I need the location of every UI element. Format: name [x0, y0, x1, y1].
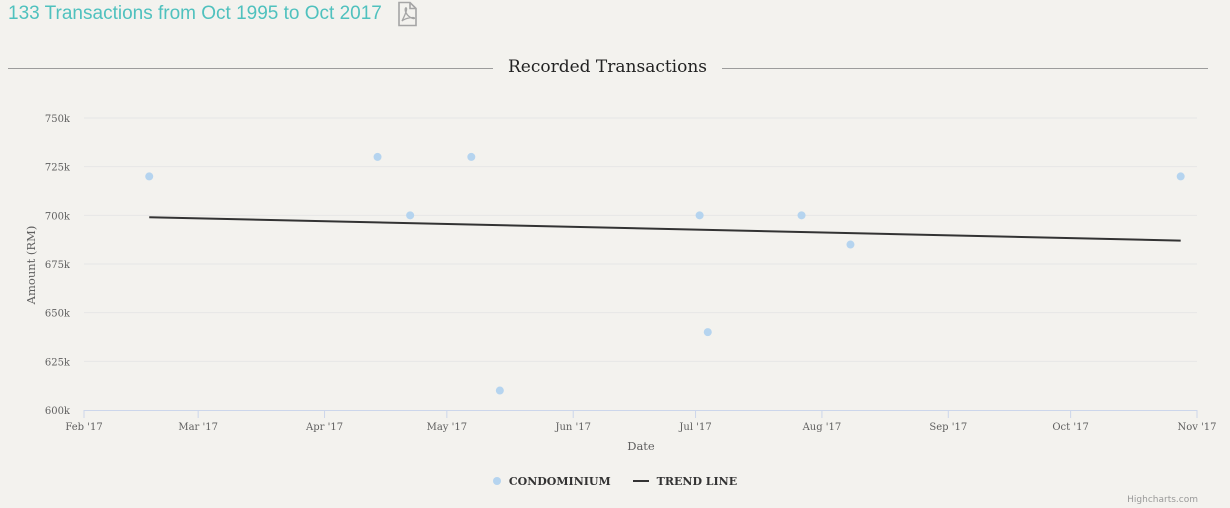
- heading-divider-right: [722, 68, 1208, 69]
- x-tick-label: Mar '17: [178, 422, 218, 433]
- x-tick-label: Feb '17: [65, 422, 102, 433]
- y-tick-label: 725k: [45, 163, 71, 174]
- heading-divider-left: [8, 68, 493, 69]
- x-tick-label: Apr '17: [305, 422, 343, 433]
- data-point: [695, 211, 704, 220]
- x-tick-label: Nov '17: [1177, 422, 1216, 433]
- x-tick-label: Jun '17: [554, 422, 591, 433]
- grid-lines: [84, 117, 1197, 362]
- data-point: [1176, 172, 1185, 181]
- legend-item-trend-line[interactable]: TREND LINE: [632, 474, 738, 488]
- header: 133 Transactions from Oct 1995 to Oct 20…: [8, 1, 420, 27]
- x-tick-label: Oct '17: [1052, 422, 1088, 433]
- trend-line: [149, 216, 1181, 242]
- pdf-file-icon[interactable]: [394, 1, 420, 27]
- scatter-chart: 600k 625k 650k 675k 700k 725k 750k Feb '17 Mar '…: [24, 114, 1217, 453]
- axes: [83, 410, 1198, 418]
- legend-label-condominium: CONDOMINIUM: [508, 474, 611, 488]
- x-axis-title: Date: [627, 439, 655, 453]
- y-tick-label: 700k: [45, 211, 71, 222]
- x-tick-label: Aug '17: [802, 422, 842, 433]
- data-point: [797, 211, 806, 220]
- legend: CONDOMINIUM TREND LINE: [0, 472, 1230, 490]
- y-tick-label: 625k: [45, 357, 71, 368]
- trend-series: [149, 216, 1181, 242]
- y-tick-label: 675k: [45, 260, 71, 271]
- condominium-series: [145, 152, 1185, 395]
- legend-item-condominium[interactable]: CONDOMINIUM: [492, 474, 611, 488]
- data-point: [145, 172, 154, 181]
- y-tick-label: 600k: [45, 406, 71, 417]
- data-point: [467, 152, 476, 161]
- data-point: [406, 211, 415, 220]
- y-tick-label: 750k: [45, 114, 71, 125]
- legend-dot-icon: [492, 477, 501, 485]
- data-point: [495, 386, 504, 395]
- y-tick-label: 650k: [45, 309, 71, 320]
- data-point: [846, 240, 855, 249]
- section-heading: Recorded Transactions: [0, 56, 1230, 80]
- tick-labels: 600k 625k 650k 675k 700k 725k 750k Feb '17 Mar '…: [45, 114, 1217, 433]
- legend-label-trend-line: TREND LINE: [656, 474, 738, 488]
- legend-line-icon: [632, 480, 649, 482]
- data-point: [703, 328, 712, 337]
- x-tick-label: May '17: [427, 422, 468, 433]
- section-title: Recorded Transactions: [507, 57, 708, 77]
- x-tick-label: Sep '17: [929, 422, 967, 433]
- credits-link[interactable]: Highcharts.com: [1127, 495, 1198, 505]
- x-tick-label: Jul '17: [678, 422, 711, 433]
- y-axis-title: Amount (RM): [24, 226, 38, 306]
- data-point: [373, 152, 382, 161]
- page-title: 133 Transactions from Oct 1995 to Oct 20…: [8, 3, 382, 24]
